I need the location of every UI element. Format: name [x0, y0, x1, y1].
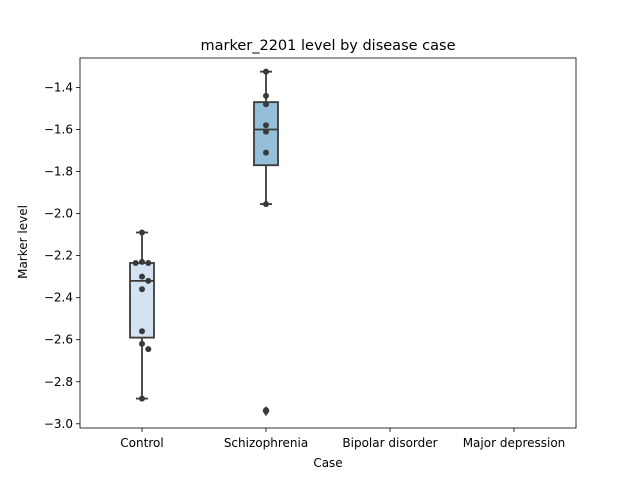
schizophrenia-point [263, 68, 269, 75]
control-point [139, 258, 145, 265]
y-tick-label: −1.6 [44, 122, 73, 136]
schizophrenia-point [263, 101, 269, 108]
control-point [139, 229, 145, 236]
plot-frame [79, 57, 577, 429]
chart-title: marker_2201 level by disease case [201, 38, 456, 54]
schizophrenia-point [263, 201, 269, 208]
control-point [139, 286, 145, 293]
y-tick-label: −2.2 [44, 249, 73, 263]
x-tick-label: Schizophrenia [224, 436, 308, 450]
schizophrenia-point [263, 407, 269, 414]
y-tick-label: −1.8 [44, 165, 73, 179]
schizophrenia-point [263, 122, 269, 129]
y-tick-label: −2.8 [44, 375, 73, 389]
y-tick-label: −2.4 [44, 291, 73, 305]
control-point [139, 395, 145, 402]
x-axis-label: Case [313, 456, 342, 470]
x-tick-label: Control [120, 436, 163, 450]
y-tick-label: −2.6 [44, 333, 73, 347]
y-tick-label: −3.0 [44, 417, 73, 431]
control-point [139, 273, 145, 280]
schizophrenia-point [263, 92, 269, 99]
y-tick-label: −1.4 [44, 80, 73, 94]
control-point [145, 277, 152, 284]
schizophrenia-point [263, 149, 269, 156]
plot-area: −3.0 −2.8 −2.6 −2.4 −2.2 −2.0 −1.8 −1.6 −1.4 Cont… [44, 57, 577, 450]
y-axis-label: Marker level [16, 205, 30, 279]
control-point [145, 259, 152, 266]
control-point [132, 259, 139, 266]
control-point [145, 346, 152, 353]
x-tick-label: Bipolar disorder [342, 436, 437, 450]
schizophrenia-point [263, 128, 269, 135]
control-point [139, 328, 145, 335]
y-tick-label: −2.0 [44, 207, 73, 221]
control-point [139, 340, 145, 347]
x-tick-label: Major depression [463, 436, 566, 450]
